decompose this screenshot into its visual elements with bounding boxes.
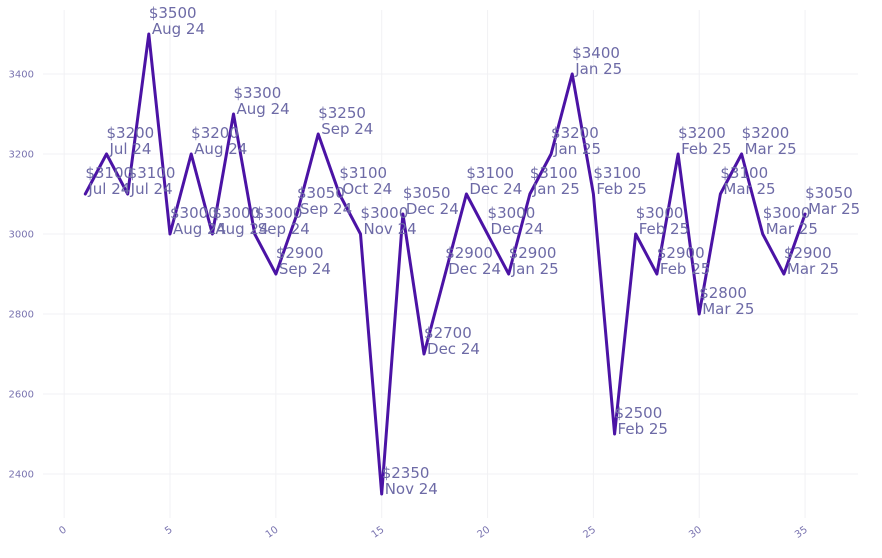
point-date-label: Feb 25 [660, 260, 710, 278]
point-date-label: Dec 24 [448, 260, 501, 278]
point-value-label: $3100 [530, 164, 578, 182]
x-tick-label: 20 [476, 524, 493, 540]
point-date-label: Dec 24 [427, 340, 480, 358]
point-value-label: $3000 [170, 204, 218, 222]
point-date-label: Jul 24 [130, 180, 173, 198]
point-value-label: $3500 [149, 4, 197, 22]
y-tick-label: 3400 [9, 70, 34, 81]
point-date-label: Feb 25 [681, 140, 731, 158]
point-value-label: $2900 [445, 244, 493, 262]
point-date-label: Aug 24 [173, 220, 226, 238]
x-tick-label: 15 [370, 524, 387, 540]
point-value-label: $3250 [318, 104, 366, 122]
point-value-label: $2500 [615, 404, 663, 422]
point-value-label: $2350 [382, 464, 430, 482]
y-tick-label: 2600 [9, 390, 34, 401]
point-date-label: Dec 24 [469, 180, 522, 198]
point-date-label: Aug 24 [237, 100, 290, 118]
point-value-label: $2700 [424, 324, 472, 342]
point-date-label: Aug 24 [215, 220, 268, 238]
point-value-label: $3050 [805, 184, 853, 202]
point-date-label: Mar 25 [766, 220, 818, 238]
point-date-label: Jul 24 [87, 180, 130, 198]
x-tick-label: 30 [687, 524, 704, 540]
point-date-label: Aug 24 [152, 20, 205, 38]
point-date-label: Mar 25 [702, 300, 754, 318]
point-value-label: $2900 [509, 244, 557, 262]
x-tick-label: 25 [581, 524, 598, 540]
point-value-label: $3100 [593, 164, 641, 182]
point-value-label: $3100 [720, 164, 768, 182]
grid [43, 10, 858, 518]
point-value-label: $3000 [212, 204, 260, 222]
point-value-label: $3200 [191, 124, 239, 142]
point-date-label: Feb 25 [639, 220, 689, 238]
y-tick-label: 2800 [9, 310, 34, 321]
point-date-label: Aug 24 [194, 140, 247, 158]
point-value-label: $3100 [128, 164, 176, 182]
point-value-label: $3000 [255, 204, 303, 222]
point-date-label: Mar 25 [745, 140, 797, 158]
point-value-label: $3200 [678, 124, 726, 142]
y-tick-label: 3200 [9, 150, 34, 161]
point-value-label: $2900 [657, 244, 705, 262]
point-date-label: Sep 24 [321, 120, 373, 138]
point-date-label: Dec 24 [406, 200, 459, 218]
point-date-label: Oct 24 [342, 180, 392, 198]
series-layer [83, 32, 807, 496]
point-date-label: Nov 24 [385, 480, 438, 498]
point-date-label: Jan 25 [553, 140, 601, 158]
point-value-label: $3050 [403, 184, 451, 202]
x-tick-label: 10 [264, 524, 281, 540]
point-date-label: Feb 25 [618, 420, 668, 438]
point-value-label: $2900 [784, 244, 832, 262]
point-date-label: Dec 24 [491, 220, 544, 238]
point-value-label: $3200 [107, 124, 155, 142]
point-date-label: Mar 25 [808, 200, 860, 218]
x-tick-label: 35 [793, 524, 810, 540]
point-value-label: $2900 [276, 244, 324, 262]
point-date-label: Jan 25 [511, 260, 559, 278]
point-date-label: Jan 25 [532, 180, 580, 198]
point-date-label: Mar 25 [787, 260, 839, 278]
point-date-label: Jul 24 [109, 140, 152, 158]
point-date-label: Sep 24 [300, 200, 352, 218]
point-value-label: $3000 [763, 204, 811, 222]
point-value-label: $3200 [742, 124, 790, 142]
point-value-label: $2800 [699, 284, 747, 302]
point-date-label: Mar 25 [723, 180, 775, 198]
point-value-label: $3100 [339, 164, 387, 182]
point-value-label: $3300 [234, 84, 282, 102]
point-value-label: $3100 [466, 164, 514, 182]
point-date-label: Jan 25 [574, 60, 622, 78]
y-tick-label: 2400 [9, 470, 34, 481]
x-tick-label: 5 [163, 524, 175, 537]
point-date-label: Feb 25 [596, 180, 646, 198]
point-value-label: $3000 [636, 204, 684, 222]
x-tick-label: 0 [57, 524, 69, 537]
point-value-label: $3100 [85, 164, 133, 182]
point-date-label: Sep 24 [279, 260, 331, 278]
point-date-label: Sep 24 [258, 220, 310, 238]
point-value-label: $3050 [297, 184, 345, 202]
point-value-label: $3200 [551, 124, 599, 142]
y-tick-label: 3000 [9, 230, 34, 241]
point-value-label: $3400 [572, 44, 620, 62]
point-date-label: Nov 24 [364, 220, 417, 238]
point-value-label: $3000 [488, 204, 536, 222]
point-value-label: $3000 [361, 204, 409, 222]
